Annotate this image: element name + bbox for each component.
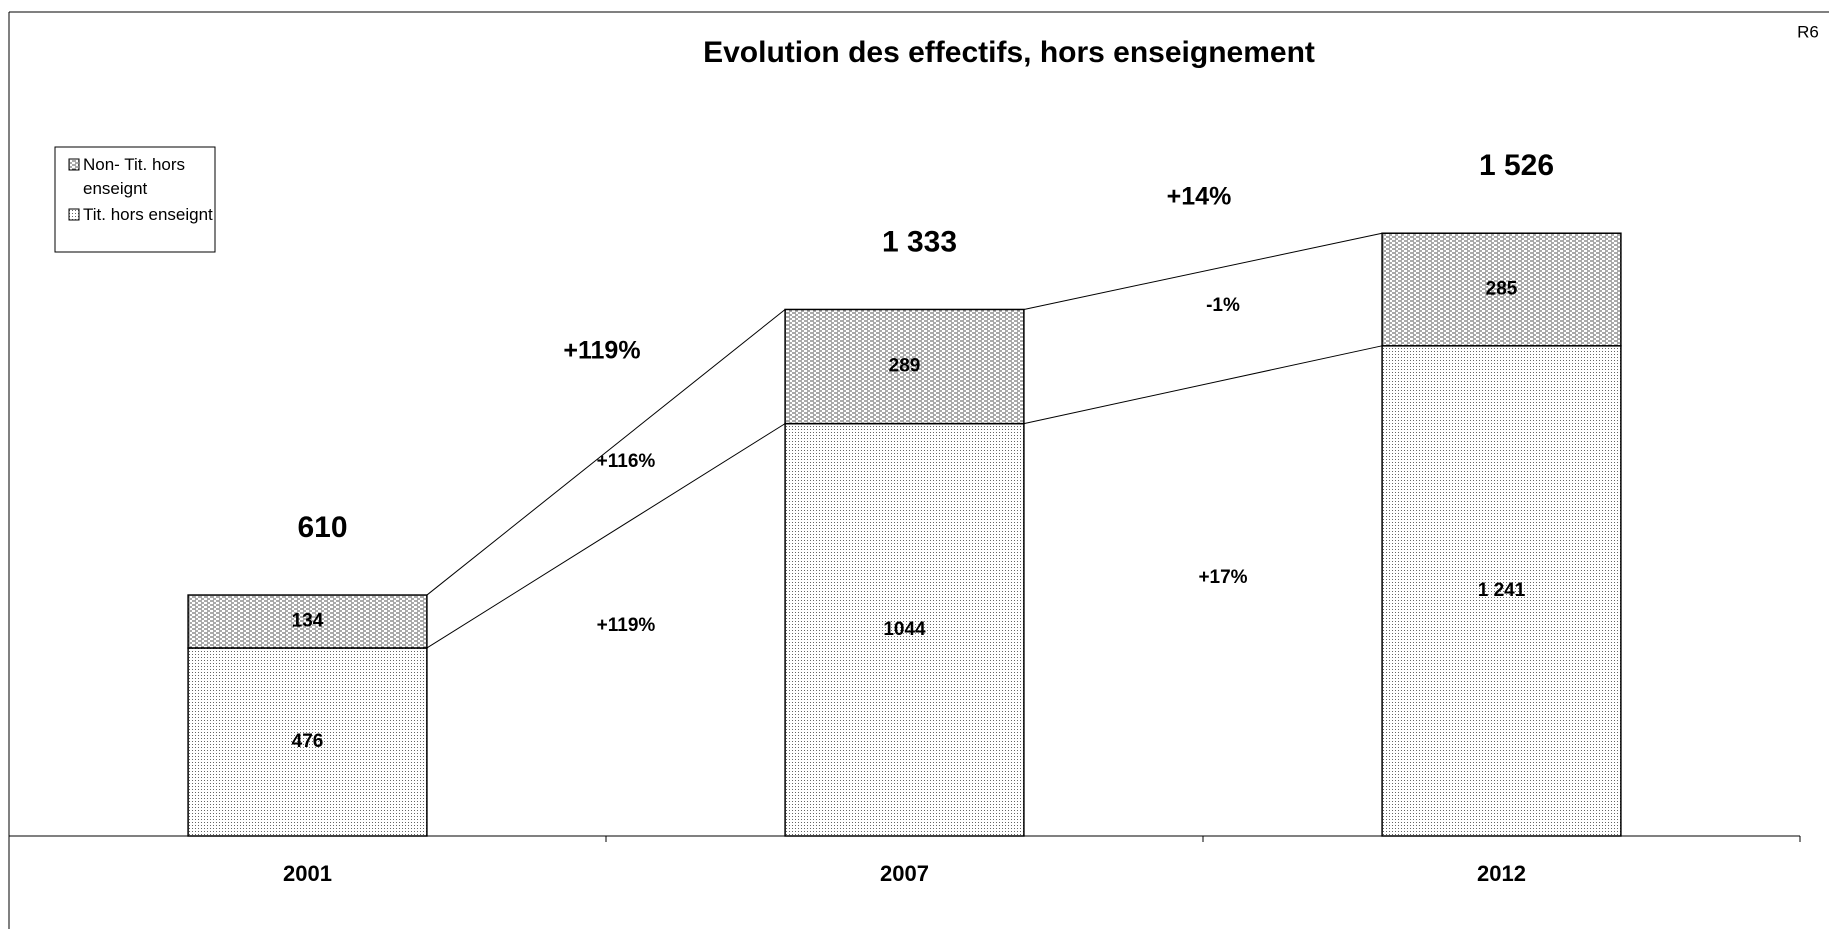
- x-tick-label: 2012: [1477, 861, 1526, 886]
- value-label: 285: [1486, 279, 1518, 300]
- bar-segment: [1381, 345, 1622, 837]
- x-tick-label: 2007: [880, 861, 929, 886]
- value-label: 134: [292, 611, 324, 632]
- growth-label: +116%: [597, 451, 656, 472]
- legend-entry: Tit. hors enseignt: [83, 205, 213, 224]
- growth-label: +119%: [597, 615, 656, 636]
- total-label: 1 333: [882, 225, 957, 258]
- total-label: 1 526: [1479, 149, 1554, 182]
- bar-segment: [187, 647, 428, 837]
- growth-label: +17%: [1198, 567, 1247, 588]
- value-label: 1044: [883, 619, 926, 640]
- connector-line: [1023, 232, 1383, 310]
- corner-label: R6: [1797, 22, 1819, 41]
- growth-label: -1%: [1206, 295, 1240, 316]
- connector-line: [426, 309, 786, 596]
- x-tick-label: 2001: [283, 861, 332, 886]
- bar-segment: [784, 308, 1025, 425]
- bar-segment: [187, 594, 428, 649]
- chart-title: Evolution des effectifs, hors enseigneme…: [703, 36, 1315, 69]
- legend-label: Tit. hors enseignt: [83, 205, 213, 224]
- total-label: 610: [297, 511, 347, 544]
- legend-label: Non- Tit. hors enseignt: [83, 155, 186, 198]
- legend: [54, 146, 216, 253]
- bar-segment: [1381, 232, 1622, 347]
- value-label: 1 241: [1478, 580, 1526, 601]
- value-label: 476: [292, 731, 324, 752]
- connector-line: [1023, 345, 1383, 425]
- legend-swatch: [68, 158, 80, 171]
- total-growth-label: +14%: [1167, 183, 1232, 211]
- total-growth-label: +119%: [563, 337, 640, 365]
- legend-swatch: [68, 208, 80, 221]
- legend-entry: Non- Tit. hors enseignt: [83, 155, 186, 198]
- value-label: 289: [889, 356, 921, 377]
- connector-line: [426, 423, 786, 649]
